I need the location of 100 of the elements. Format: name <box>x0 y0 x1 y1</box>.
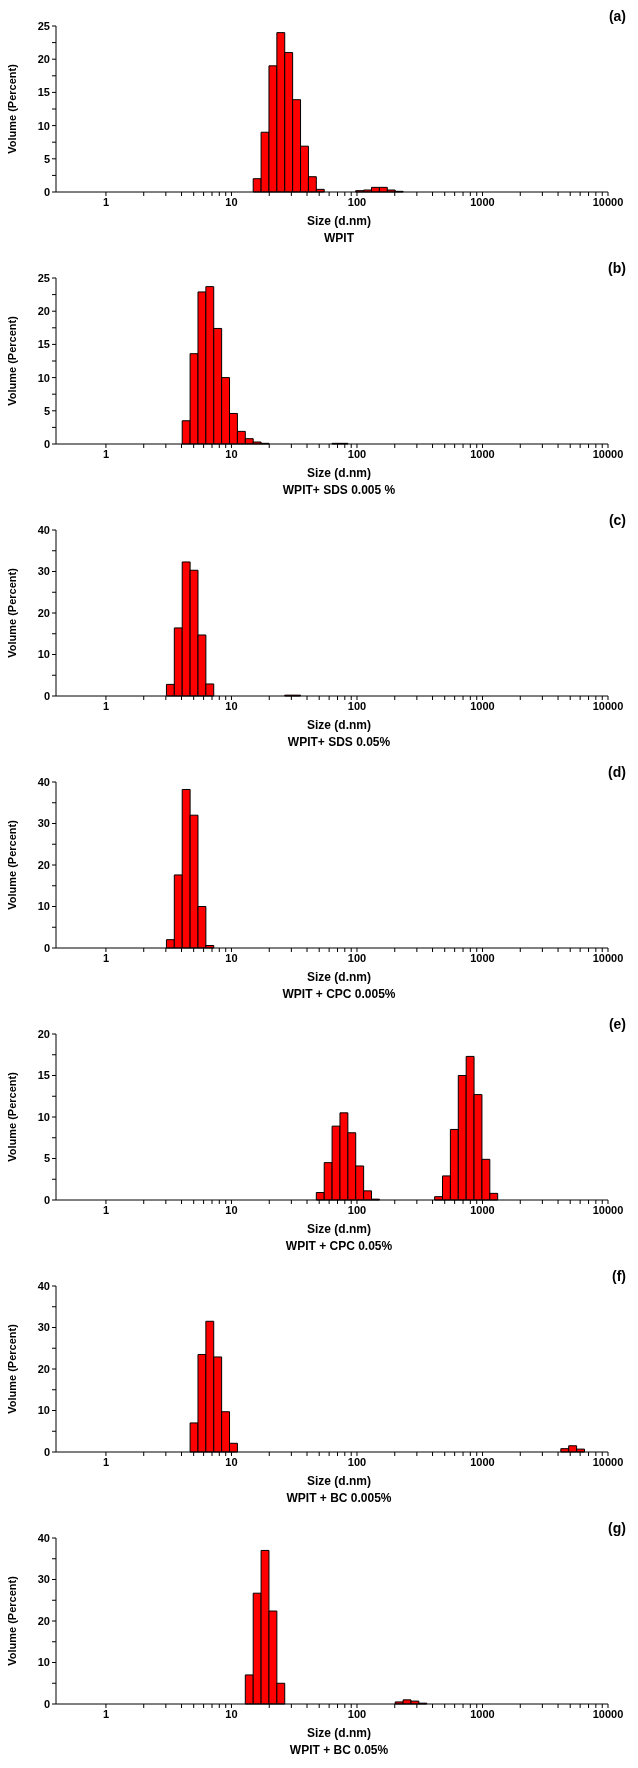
y-tick-label: 40 <box>37 1279 50 1292</box>
text: WPIT+ SDS 0.005 % <box>281 483 397 497</box>
x-axis-title: Size (d.nm) <box>306 466 372 480</box>
y-tick-label: 15 <box>37 86 50 99</box>
text: WPIT + CPC 0.005% <box>281 987 397 1001</box>
chart-title: (b) <box>608 260 626 276</box>
y-axis-title: Volume (Percent) <box>5 63 18 154</box>
y-tick-label: 30 <box>37 565 50 578</box>
x-tick-label: 1 <box>102 195 110 208</box>
y-tick-label: 10 <box>37 371 50 384</box>
x-tick-label: 10000 <box>592 699 624 712</box>
y-tick-label: 0 <box>43 1697 50 1710</box>
x-tick-label: 100 <box>347 1707 367 1720</box>
y-tick-label: 10 <box>37 1110 50 1123</box>
x-tick-label: 1000 <box>470 1455 495 1468</box>
x-tick-label: 10 <box>225 1455 238 1468</box>
y-tick-label: 0 <box>43 941 50 954</box>
x-tick-label: 1 <box>102 1203 110 1216</box>
text: WPIT + CPC 0.05% <box>284 1239 394 1253</box>
x-tick-label: 1 <box>102 1455 110 1468</box>
x-tick-label: 10 <box>225 1203 238 1216</box>
x-tick-label: 1000 <box>470 1203 495 1216</box>
x-tick-label: 100 <box>347 195 367 208</box>
y-tick-label: 5 <box>43 152 50 165</box>
x-tick-label: 10000 <box>592 951 624 964</box>
y-tick-label: 20 <box>37 858 50 871</box>
x-tick-label: 100 <box>347 1203 367 1216</box>
y-tick-label: 0 <box>43 689 50 702</box>
x-tick-label: 10000 <box>592 1203 624 1216</box>
x-tick-label: 1000 <box>470 195 495 208</box>
x-tick-label: 10000 <box>592 447 624 460</box>
y-tick-label: 0 <box>43 185 50 198</box>
x-axis-title: Size (d.nm) <box>306 718 372 732</box>
y-axis-title: Volume (Percent) <box>5 567 18 658</box>
y-tick-label: 0 <box>43 1445 50 1458</box>
x-tick-label: 10 <box>225 1707 238 1720</box>
x-tick-label: 10000 <box>592 1455 624 1468</box>
y-tick-label: 5 <box>43 1152 50 1165</box>
x-tick-label: 10 <box>225 951 238 964</box>
y-tick-label: 10 <box>37 648 50 661</box>
y-tick-label: 20 <box>37 1614 50 1627</box>
x-axis-title: Size (d.nm) <box>306 1222 372 1236</box>
x-tick-label: 1 <box>102 951 110 964</box>
y-tick-label: 5 <box>43 404 50 417</box>
text: WPIT + BC 0.05% <box>288 1743 390 1757</box>
y-tick-label: 40 <box>37 1531 50 1544</box>
x-tick-label: 10 <box>225 195 238 208</box>
chart-title: (a) <box>608 8 626 24</box>
x-tick-label: 1 <box>102 447 110 460</box>
y-tick-label: 10 <box>37 119 50 132</box>
chart-title: (g) <box>608 1520 626 1536</box>
y-tick-label: 30 <box>37 817 50 830</box>
chart-title: (c) <box>608 512 626 528</box>
y-tick-label: 20 <box>37 606 50 619</box>
y-tick-label: 40 <box>37 775 50 788</box>
x-tick-label: 100 <box>347 447 367 460</box>
x-tick-label: 1000 <box>470 447 495 460</box>
y-tick-label: 0 <box>43 437 50 450</box>
y-axis-title: Volume (Percent) <box>5 315 18 406</box>
y-tick-label: 40 <box>37 523 50 536</box>
y-tick-label: 20 <box>37 1027 50 1040</box>
y-tick-label: 25 <box>37 19 50 32</box>
x-tick-label: 1000 <box>470 951 495 964</box>
y-tick-label: 20 <box>37 305 50 318</box>
y-tick-label: 15 <box>37 338 50 351</box>
y-tick-label: 10 <box>37 900 50 913</box>
y-tick-label: 0 <box>43 1193 50 1206</box>
y-tick-label: 25 <box>37 271 50 284</box>
y-axis-title: Volume (Percent) <box>5 1323 18 1414</box>
x-tick-label: 100 <box>347 951 367 964</box>
y-tick-label: 20 <box>37 1362 50 1375</box>
x-axis-title: Size (d.nm) <box>306 1726 372 1740</box>
x-tick-label: 10000 <box>592 1707 624 1720</box>
y-tick-label: 30 <box>37 1321 50 1334</box>
x-tick-label: 10 <box>225 699 238 712</box>
text: WPIT <box>323 231 355 245</box>
y-axis-title: Volume (Percent) <box>5 1071 18 1162</box>
x-tick-label: 1 <box>102 1707 110 1720</box>
y-tick-label: 10 <box>37 1404 50 1417</box>
x-tick-label: 1000 <box>470 699 495 712</box>
y-tick-label: 10 <box>37 1656 50 1669</box>
x-tick-label: 1 <box>102 699 110 712</box>
y-tick-label: 30 <box>37 1573 50 1586</box>
x-axis-title: Size (d.nm) <box>306 214 372 228</box>
x-tick-label: 1000 <box>470 1707 495 1720</box>
text: WPIT+ SDS 0.05% <box>286 735 392 749</box>
chart-title: (e) <box>608 1016 626 1032</box>
x-tick-label: 100 <box>347 1455 367 1468</box>
x-tick-label: 10 <box>225 447 238 460</box>
x-tick-label: 100 <box>347 699 367 712</box>
text: WPIT + BC 0.005% <box>285 1491 393 1505</box>
x-tick-label: 10000 <box>592 195 624 208</box>
x-axis-title: Size (d.nm) <box>306 1474 372 1488</box>
chart-title: (f) <box>612 1268 626 1284</box>
y-axis-title: Volume (Percent) <box>5 1575 18 1666</box>
y-axis-title: Volume (Percent) <box>5 819 18 910</box>
y-tick-label: 15 <box>37 1069 50 1082</box>
x-axis-title: Size (d.nm) <box>306 970 372 984</box>
chart-title: (d) <box>608 764 626 780</box>
y-tick-label: 20 <box>37 53 50 66</box>
